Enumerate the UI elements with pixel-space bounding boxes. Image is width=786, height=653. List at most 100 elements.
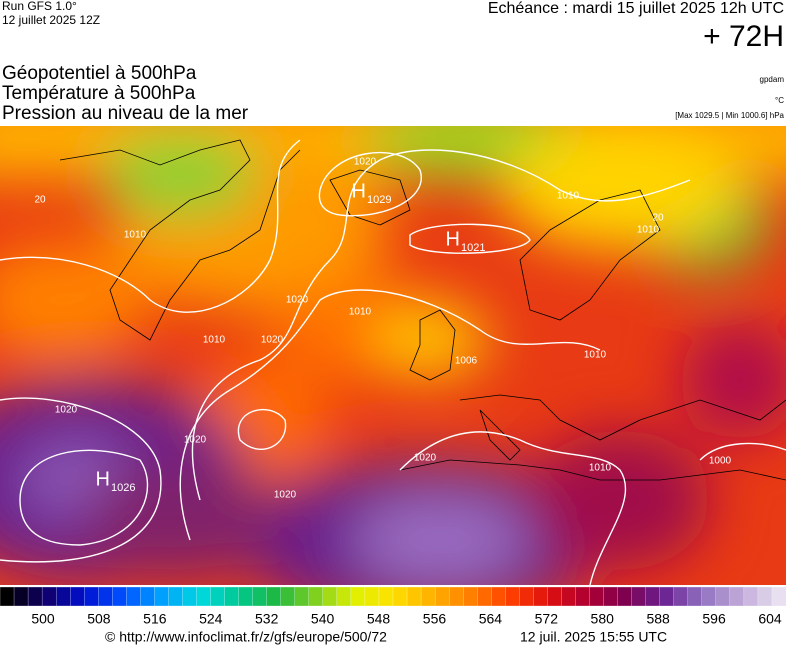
color-swatch: [589, 586, 605, 607]
color-swatch: [210, 586, 226, 607]
isobars: [0, 139, 786, 585]
high-letter: H: [96, 468, 110, 490]
high-letter: H: [352, 180, 366, 202]
color-swatch: [154, 586, 170, 607]
isobar-label: 1000: [709, 456, 732, 467]
scale-tick-label: 564: [479, 611, 503, 627]
high-letter: H: [446, 228, 460, 250]
isobar-label: 1020: [184, 435, 207, 446]
scale-tick-label: 604: [758, 611, 782, 627]
color-swatch: [729, 586, 745, 607]
isobar-label: 1020: [286, 295, 309, 306]
isobar-label: 1020: [274, 490, 297, 501]
color-swatch: [350, 586, 366, 607]
coastlines: [59, 139, 786, 481]
color-swatch: [70, 586, 85, 607]
high-value: 1026: [111, 482, 135, 494]
unit-gpdam: gpdam: [760, 75, 785, 84]
high-value: 1021: [461, 242, 485, 254]
color-swatch: [491, 586, 506, 607]
scale-tick-label: 524: [199, 611, 223, 627]
color-swatch: [631, 586, 647, 607]
color-swatch: [701, 586, 717, 607]
color-swatch: [224, 586, 240, 607]
color-swatch: [687, 586, 703, 607]
isobar-label: 1020: [55, 405, 78, 416]
color-swatch: [519, 586, 535, 607]
unit-celsius: °C: [775, 96, 784, 105]
isobar-label: 1006: [455, 356, 478, 367]
scale-tick-label: 540: [311, 611, 335, 627]
isobar-label: 1020: [354, 157, 377, 168]
color-swatch: [27, 586, 43, 607]
color-swatch: [603, 586, 619, 607]
color-swatch: [55, 586, 71, 607]
color-swatch: [0, 586, 15, 607]
field: [0, 126, 786, 585]
color-swatch: [743, 586, 759, 607]
isobar-label: 1010: [203, 335, 226, 346]
scale-tick-label: 548: [367, 611, 391, 627]
scale-tick-label: 500: [31, 611, 55, 627]
scale-tick-label: 572: [535, 611, 559, 627]
color-swatch: [448, 586, 464, 607]
color-swatch: [575, 586, 591, 607]
scale-tick-label: 588: [646, 611, 670, 627]
scale-tick-label: 556: [423, 611, 447, 627]
color-swatch: [238, 586, 254, 607]
run-date: 12 juillet 2025 12Z: [2, 13, 100, 27]
color-swatch: [168, 586, 184, 607]
color-swatch: [378, 586, 394, 607]
title-pressure: Pression au niveau de la mer: [2, 103, 249, 124]
lead-time: + 72H: [703, 20, 784, 53]
isobar-label: 20: [652, 213, 664, 224]
scale-tick-label: 516: [143, 611, 167, 627]
color-swatch: [336, 586, 352, 607]
color-scale: 500 508 516 524 532 540 548 556 564 572 580 588 596 6…: [0, 586, 786, 627]
timestamp: 12 juil. 2025 15:55 UTC: [520, 629, 667, 645]
isobar-label: 1020: [261, 335, 284, 346]
isobar-label: 1010: [124, 230, 147, 241]
color-swatch: [182, 586, 198, 607]
color-swatch: [757, 586, 773, 607]
scale-tick-label: 532: [255, 611, 279, 627]
color-swatch: [505, 586, 520, 607]
title-temperature: Température à 500hPa: [2, 83, 196, 104]
color-swatch: [13, 586, 29, 607]
color-swatch: [715, 586, 731, 607]
isobar-label: 1010: [349, 307, 372, 318]
color-swatch: [41, 586, 57, 607]
color-swatch: [252, 586, 268, 607]
color-swatch: [434, 586, 450, 607]
source-url: © http://www.infoclimat.fr/z/gfs/europe/…: [105, 629, 387, 645]
color-swatch: [477, 586, 492, 607]
color-swatch: [463, 586, 478, 607]
color-swatch: [98, 586, 113, 607]
isobar-label: 1010: [557, 191, 580, 202]
color-swatch: [420, 586, 436, 607]
color-swatch: [406, 586, 422, 607]
isobar-label: 20: [34, 195, 46, 206]
color-swatch: [617, 586, 633, 607]
color-swatch: [561, 586, 577, 607]
title-geopotential: Géopotentiel à 500hPa: [2, 63, 197, 84]
color-swatch: [266, 586, 282, 607]
scale-tick-label: 508: [87, 611, 111, 627]
color-swatch: [392, 586, 408, 607]
color-swatch: [322, 586, 338, 607]
forecast-time: Echéance : mardi 15 juillet 2025 12h UTC: [488, 0, 784, 17]
color-swatch: [280, 586, 296, 607]
color-swatch: [645, 586, 661, 607]
color-swatch: [547, 586, 563, 607]
color-swatch: [84, 586, 99, 607]
color-swatch: [673, 586, 689, 607]
color-swatch: [140, 586, 156, 607]
color-swatch: [112, 586, 127, 607]
color-swatch: [126, 586, 142, 607]
scale-tick-label: 596: [702, 611, 726, 627]
color-swatch: [196, 586, 212, 607]
isobar-label: 1020: [414, 453, 437, 464]
color-swatch: [533, 586, 549, 607]
